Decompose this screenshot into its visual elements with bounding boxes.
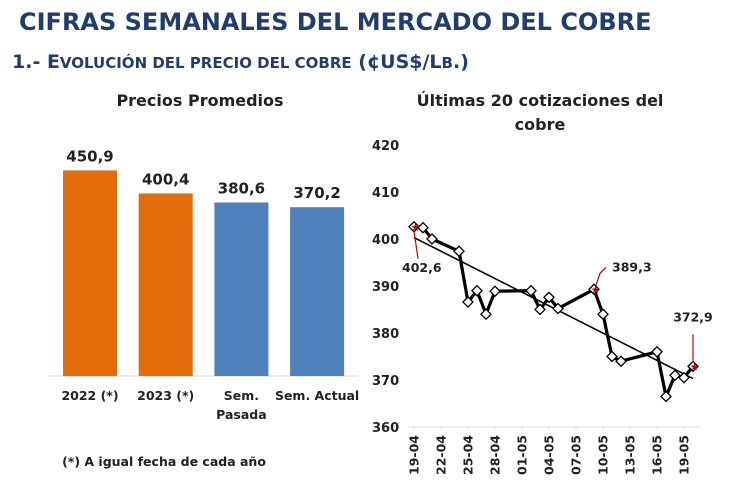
annotation-label: 389,3 bbox=[612, 259, 652, 274]
line-chart: Últimas 20 cotizaciones del cobre 360 370… bbox=[372, 91, 713, 475]
bar-category-label: Sem. bbox=[224, 388, 259, 403]
y-tick-label: 360 bbox=[372, 421, 399, 436]
annotation-label: 402,6 bbox=[402, 260, 442, 275]
y-tick-label: 410 bbox=[372, 186, 399, 201]
x-tick-label: 25-04 bbox=[461, 435, 476, 475]
bar-value-label: 370,2 bbox=[293, 184, 340, 202]
subtitle-end: .) bbox=[452, 51, 469, 73]
data-point-marker bbox=[480, 308, 492, 321]
data-point-marker bbox=[588, 283, 600, 296]
data-point-marker bbox=[543, 291, 555, 304]
x-tick-label: 22-04 bbox=[434, 435, 449, 475]
subtitle-unit-smallcaps: B bbox=[441, 54, 453, 72]
data-point-marker bbox=[462, 296, 474, 308]
data-point-marker bbox=[651, 345, 663, 358]
y-tick-label: 390 bbox=[372, 280, 399, 295]
bar-category-label: Sem. Actual bbox=[275, 388, 359, 403]
page-title: CIFRAS SEMANALES DEL MERCADO DEL COBRE bbox=[19, 8, 652, 36]
data-point-marker bbox=[615, 355, 627, 368]
x-tick-label: 10-05 bbox=[596, 435, 611, 475]
annotation-leader bbox=[595, 266, 607, 286]
line-chart-title-line-1: Últimas 20 cotizaciones del bbox=[417, 91, 664, 110]
bar-chart: Precios Promedios 450,9 2022 (*) 400,4 2023… bbox=[48, 91, 359, 469]
data-point-marker bbox=[606, 350, 618, 363]
x-tick-label: 28-04 bbox=[488, 435, 503, 475]
footnote: (*) A igual fecha de cada año bbox=[62, 454, 266, 469]
bar-value-label: 400,4 bbox=[142, 170, 189, 188]
y-tick-label: 400 bbox=[372, 233, 399, 248]
x-tick-label: 19-05 bbox=[677, 435, 692, 475]
data-point-marker bbox=[552, 302, 564, 315]
data-point-marker bbox=[597, 308, 609, 321]
subtitle-unit: (¢US$/L bbox=[351, 51, 442, 73]
x-tick-label: 04-05 bbox=[542, 435, 557, 475]
x-tick-label: 01-05 bbox=[515, 435, 530, 475]
bar-1 bbox=[138, 193, 193, 376]
data-point-marker bbox=[534, 303, 546, 316]
data-point-marker bbox=[489, 285, 501, 298]
annotation-label: 372,9 bbox=[673, 309, 713, 324]
data-point-marker bbox=[660, 390, 672, 403]
data-point-marker bbox=[687, 360, 699, 373]
bar-2 bbox=[214, 202, 269, 376]
annotation-leader bbox=[413, 230, 419, 259]
annotation-star-icon: ★ bbox=[411, 221, 421, 234]
y-tick-label: 380 bbox=[372, 327, 399, 342]
y-tick-label: 370 bbox=[372, 374, 399, 389]
data-point-marker bbox=[669, 369, 681, 382]
section-subtitle: 1.- EVOLUCIÓN DEL PRECIO DEL COBRE (¢US$… bbox=[12, 51, 469, 73]
data-point-marker bbox=[525, 284, 537, 297]
subtitle-smallcaps: VOLUCIÓN DEL PRECIO DEL COBRE bbox=[59, 54, 352, 72]
x-tick-label: 07-05 bbox=[569, 435, 584, 475]
bar-0 bbox=[63, 170, 117, 376]
bar-value-label: 380,6 bbox=[218, 179, 265, 197]
data-point-marker bbox=[471, 284, 483, 297]
data-point-marker bbox=[453, 245, 465, 258]
bar-category-label: Pasada bbox=[216, 407, 267, 422]
x-tick-label: 13-05 bbox=[623, 435, 638, 475]
x-tick-label: 19-04 bbox=[407, 435, 422, 475]
data-point-marker bbox=[417, 221, 429, 234]
annotation-star-icon: ★ bbox=[591, 283, 601, 296]
annotation-star-icon: ★ bbox=[690, 360, 700, 373]
line-chart-title-line-2: cobre bbox=[515, 115, 566, 134]
bar-value-label: 450,9 bbox=[66, 147, 113, 165]
bar-category-label: 2022 (*) bbox=[61, 388, 118, 403]
y-tick-label: 420 bbox=[372, 139, 399, 154]
data-point-marker bbox=[426, 233, 438, 245]
x-tick-label: 16-05 bbox=[650, 435, 665, 475]
bar-category-label: 2023 (*) bbox=[137, 388, 194, 403]
bar-3 bbox=[290, 207, 345, 376]
subtitle-prefix: 1.- E bbox=[12, 51, 60, 73]
bar-chart-title: Precios Promedios bbox=[116, 91, 283, 110]
data-point-marker bbox=[678, 371, 690, 384]
